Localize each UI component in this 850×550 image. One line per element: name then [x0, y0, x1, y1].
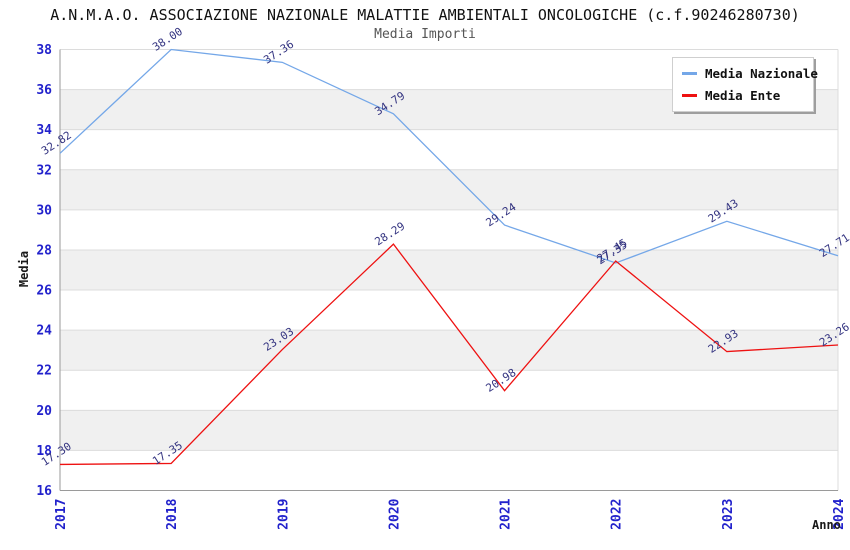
legend-label-media-ente: Media Ente	[705, 88, 781, 103]
legend-swatch-media-ente-icon	[682, 94, 697, 97]
legend-label-media-nazionale: Media Nazionale	[705, 66, 818, 81]
x-tick-label: 2023	[721, 499, 736, 530]
chart-title: A.N.M.A.O. ASSOCIAZIONE NAZIONALE MALATT…	[50, 6, 800, 24]
series-line-media-nazionale	[59, 48, 839, 264]
plot-band	[60, 129, 838, 170]
y-tick-label: 20	[36, 404, 52, 419]
plot-band	[60, 370, 838, 411]
y-tick-label: 22	[36, 364, 52, 379]
legend-item-media-ente: Media Ente	[682, 88, 804, 103]
plot-band	[60, 450, 838, 491]
plot-band	[60, 209, 838, 250]
legend-item-media-nazionale: Media Nazionale	[682, 66, 818, 81]
x-tick-label: 2024	[832, 498, 847, 529]
y-tick-label: 30	[36, 203, 52, 218]
y-axis-title: Media	[17, 250, 31, 288]
x-tick-label: 2019	[276, 499, 291, 530]
series-line-media-ente	[59, 243, 839, 466]
y-tick-label: 34	[36, 123, 52, 138]
y-tick-label: 32	[36, 163, 52, 178]
plot-band	[60, 169, 838, 210]
y-tick-label: 28	[36, 243, 52, 258]
x-tick-label: 2022	[610, 499, 625, 530]
x-tick-label: 2017	[54, 499, 69, 530]
chart-subtitle: Media Importi	[374, 27, 476, 42]
y-tick-label: 24	[36, 324, 52, 339]
x-tick-label: 2021	[499, 498, 514, 529]
x-axis-title: Anno	[812, 518, 841, 532]
plot-band	[60, 290, 838, 331]
legend: Media Nazionale Media Ente	[672, 57, 818, 112]
y-tick-label: 16	[36, 484, 52, 499]
x-tick-label: 2020	[387, 498, 402, 529]
y-tick-label: 36	[36, 83, 52, 98]
plot-band	[60, 249, 838, 291]
y-tick-label: 18	[36, 444, 52, 459]
x-tick-label: 2018	[165, 498, 180, 529]
y-tick-label: 26	[36, 284, 52, 299]
y-tick-label: 38	[36, 43, 52, 58]
legend-swatch-media-nazionale-icon	[682, 72, 697, 75]
